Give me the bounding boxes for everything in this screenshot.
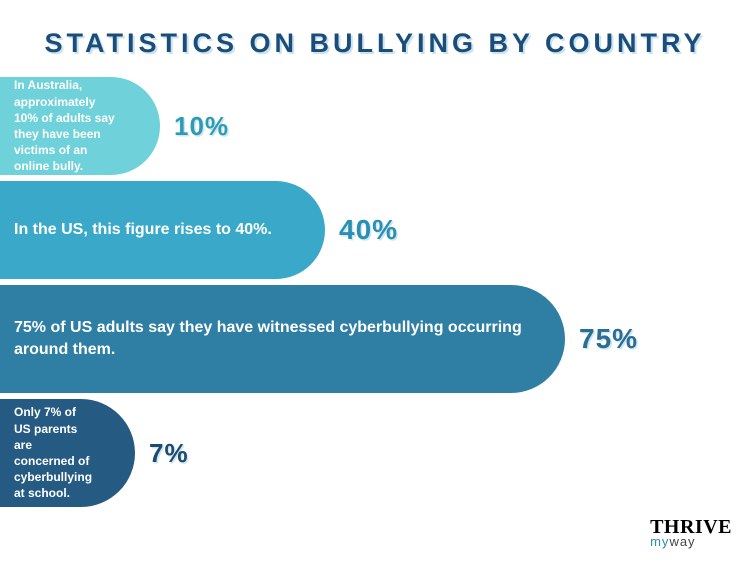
logo-way: way bbox=[669, 534, 695, 549]
logo-line2: myway bbox=[650, 536, 732, 548]
percent-label: 7% bbox=[149, 438, 189, 469]
bar-text: In Australia, approximately 10% of adult… bbox=[14, 77, 120, 174]
bars-container: In Australia, approximately 10% of adult… bbox=[0, 77, 750, 507]
logo-my: my bbox=[650, 534, 669, 549]
bar-text: In the US, this figure rises to 40%. bbox=[14, 219, 272, 241]
percent-label: 40% bbox=[339, 214, 398, 246]
page-title: STATISTICS ON BULLYING BY COUNTRY bbox=[0, 0, 750, 77]
bar-australia: In Australia, approximately 10% of adult… bbox=[0, 77, 160, 175]
brand-logo: THRIVE myway bbox=[650, 518, 732, 548]
percent-label: 10% bbox=[174, 111, 229, 142]
bar-text: 75% of US adults say they have witnessed… bbox=[14, 317, 525, 360]
bar-us-75: 75% of US adults say they have witnessed… bbox=[0, 285, 565, 393]
bar-row-us-75: 75% of US adults say they have witnessed… bbox=[0, 285, 750, 393]
percent-label: 75% bbox=[579, 323, 638, 355]
bar-us-40: In the US, this figure rises to 40%. bbox=[0, 181, 325, 279]
bar-row-us-7: Only 7% of US parents are concerned of c… bbox=[0, 399, 750, 507]
bar-text: Only 7% of US parents are concerned of c… bbox=[14, 404, 95, 501]
bar-row-us-40: In the US, this figure rises to 40%. 40% bbox=[0, 181, 750, 279]
bar-us-7: Only 7% of US parents are concerned of c… bbox=[0, 399, 135, 507]
bar-row-australia: In Australia, approximately 10% of adult… bbox=[0, 77, 750, 175]
